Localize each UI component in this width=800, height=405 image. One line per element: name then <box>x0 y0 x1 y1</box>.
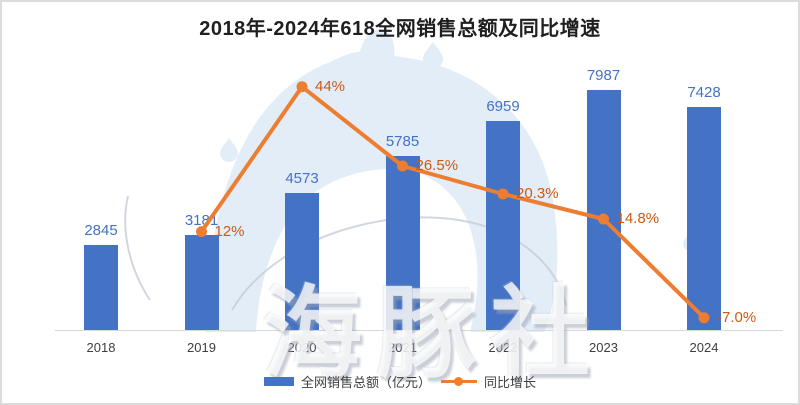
legend-sales-label: 全网销售总额（亿元） <box>300 375 431 390</box>
chart-legend: 全网销售总额（亿元） 同比增长 <box>0 372 800 391</box>
bar-2023 <box>586 90 621 330</box>
chart-title: 2018年-2024年618全网销售总额及同比增速 <box>199 18 601 40</box>
bar-2020 <box>285 193 319 330</box>
bar-value-label-2024: 7428 <box>687 84 721 101</box>
growth-label-2024: -7.0% <box>717 308 757 326</box>
legend-growth-label: 同比增长 <box>484 375 537 390</box>
bar-2024 <box>687 107 721 330</box>
bar-2018 <box>84 245 118 330</box>
x-axis-label-2019: 2019 <box>187 340 216 355</box>
legend-line-dot-icon <box>454 377 463 386</box>
growth-label-2022: 20.3% <box>516 185 559 202</box>
bar-value-label-2023: 7987 <box>586 67 621 84</box>
growth-label-2023: 14.8% <box>616 210 660 227</box>
x-axis-label-2021: 2021 <box>388 340 417 355</box>
x-axis-label-2023: 2023 <box>589 340 618 355</box>
bar-value-label-2021: 5785 <box>385 133 420 150</box>
x-axis-label-2024: 2024 <box>689 340 719 355</box>
legend-bar-swatch <box>263 377 294 386</box>
growth-label-2021: 26.5% <box>415 157 459 174</box>
bar-value-label-2018: 2845 <box>84 222 118 239</box>
growth-label-2020: 44% <box>315 77 346 95</box>
bar-2022 <box>486 121 520 330</box>
x-axis-label-2022: 2022 <box>488 340 518 355</box>
bar-value-label-2020: 4573 <box>285 170 319 187</box>
legend-item-growth: 同比增长 <box>441 372 536 391</box>
legend-line-swatch <box>441 377 477 386</box>
bar-value-label-2022: 6959 <box>486 98 520 115</box>
bar-2021 <box>385 156 420 330</box>
legend-item-sales: 全网销售总额（亿元） <box>263 372 431 391</box>
bar-2019 <box>184 235 219 330</box>
x-axis-label-2018: 2018 <box>86 340 116 355</box>
growth-label-2019: 12% <box>214 222 245 240</box>
x-axis-label-2020: 2020 <box>287 340 317 355</box>
